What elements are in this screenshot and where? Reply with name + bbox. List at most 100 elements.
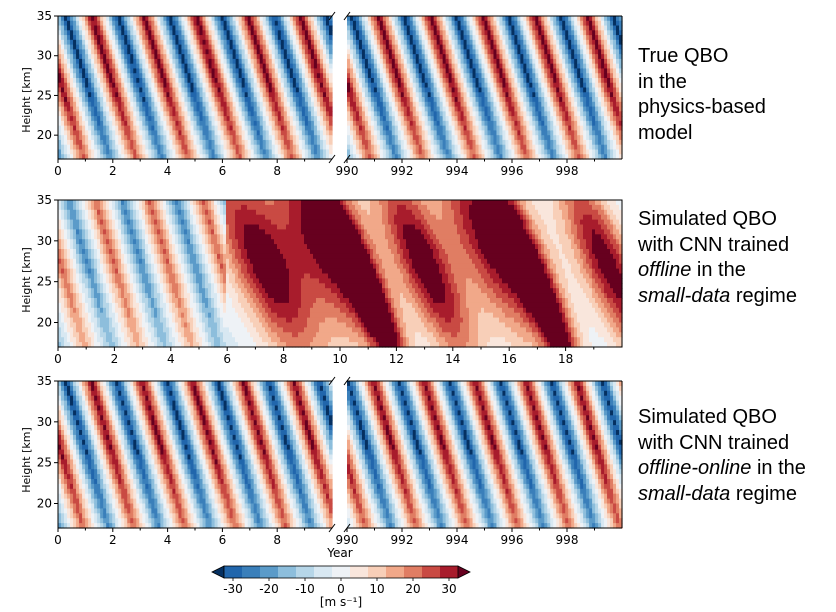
field-cell — [157, 35, 161, 41]
field-cell — [295, 149, 300, 155]
field-cell — [199, 111, 204, 117]
field-cell — [172, 35, 177, 41]
field-cell — [319, 16, 324, 22]
field-cell — [184, 87, 189, 93]
field-cell — [358, 49, 363, 55]
field-cell — [253, 16, 258, 22]
field-cell — [292, 139, 297, 146]
field-cell — [367, 25, 372, 31]
field-cell — [217, 111, 222, 117]
field-cell — [133, 149, 137, 155]
field-cell — [106, 120, 110, 127]
field-cell — [109, 82, 113, 89]
field-cell — [347, 73, 351, 79]
field-cell — [136, 20, 140, 27]
field-cell — [169, 49, 174, 55]
field-cell — [190, 58, 195, 65]
field-cell — [187, 82, 192, 89]
field-cell — [175, 30, 180, 36]
field-cell — [103, 20, 107, 27]
field-cell — [121, 54, 125, 60]
field-cell — [184, 16, 189, 22]
field-cell — [58, 120, 62, 127]
field-cell — [118, 49, 122, 55]
field-cell — [394, 77, 399, 84]
field-cell — [355, 44, 360, 50]
field-cell — [259, 25, 264, 31]
field-cell — [85, 130, 89, 136]
field-cell — [304, 25, 309, 31]
field-cell — [277, 97, 282, 103]
field-cell — [286, 120, 291, 127]
field-cell — [280, 77, 285, 84]
field-cell — [130, 63, 134, 70]
field-cell — [307, 116, 312, 122]
field-cell — [88, 44, 92, 50]
field-cell — [184, 25, 189, 31]
field-cell — [379, 16, 384, 22]
field-cell — [223, 135, 228, 141]
field-cell — [286, 106, 291, 112]
field-cell — [76, 149, 80, 155]
field-cell — [73, 130, 77, 136]
field-cell — [142, 139, 146, 146]
field-cell — [202, 101, 207, 108]
field-cell — [118, 130, 122, 136]
field-cell — [358, 120, 363, 127]
field-cell — [268, 16, 273, 22]
field-cell — [367, 77, 372, 84]
field-cell — [91, 20, 95, 27]
field-cell — [217, 149, 222, 155]
field-cell — [361, 20, 366, 27]
field-cell — [181, 139, 186, 146]
field-cell — [73, 77, 77, 84]
field-cell — [241, 35, 246, 41]
field-cell — [283, 77, 288, 84]
field-cell — [217, 49, 222, 55]
field-cell — [322, 135, 327, 141]
field-cell — [358, 116, 363, 122]
field-cell — [277, 149, 282, 155]
field-cell — [184, 49, 189, 55]
field-cell — [316, 116, 321, 122]
field-cell — [121, 116, 125, 122]
field-cell — [271, 92, 276, 98]
field-cell — [70, 44, 74, 50]
field-cell — [349, 16, 354, 22]
field-cell — [109, 54, 113, 60]
field-cell — [109, 130, 113, 136]
field-cell — [94, 139, 98, 146]
field-cell — [244, 68, 249, 74]
field-cell — [367, 44, 372, 50]
field-cell — [391, 39, 396, 46]
field-cell — [97, 63, 101, 70]
field-cell — [238, 68, 243, 74]
field-cell — [85, 73, 89, 79]
field-cell — [136, 120, 140, 127]
field-cell — [220, 144, 225, 151]
field-cell — [223, 35, 228, 41]
field-cell — [160, 144, 164, 151]
field-cell — [205, 120, 210, 127]
field-cell — [352, 149, 357, 155]
field-cell — [76, 111, 80, 117]
field-cell — [127, 92, 131, 98]
field-cell — [280, 149, 285, 155]
field-cell — [250, 73, 255, 79]
field-cell — [301, 25, 306, 31]
field-cell — [229, 144, 234, 151]
field-cell — [235, 54, 240, 60]
field-cell — [130, 44, 134, 50]
field-cell — [280, 125, 285, 131]
field-cell — [280, 68, 285, 74]
field-cell — [157, 20, 161, 27]
field-cell — [67, 101, 71, 108]
field-cell — [232, 16, 237, 22]
field-cell — [142, 39, 146, 46]
field-cell — [106, 58, 110, 65]
field-cell — [256, 77, 261, 84]
field-cell — [223, 58, 228, 65]
field-cell — [247, 106, 252, 112]
field-cell — [133, 44, 137, 50]
field-cell — [196, 144, 201, 151]
